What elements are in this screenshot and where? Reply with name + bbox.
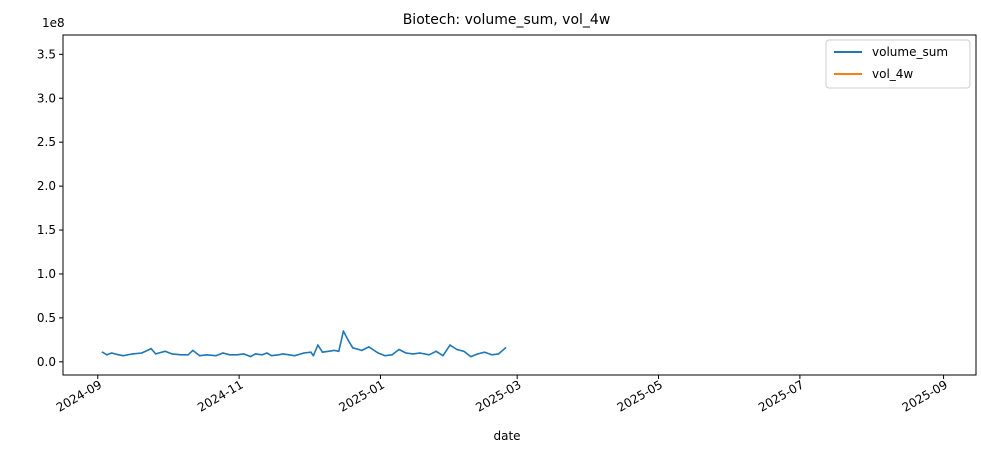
data-point-volume-sum (470, 355, 472, 358)
y-offset-label: 1e8 (42, 16, 65, 30)
data-point-volume-sum (261, 354, 264, 356)
data-point-volume-sum (187, 354, 189, 356)
data-point-volume-sum (282, 353, 284, 355)
y-tick-label: 2.0 (37, 179, 56, 193)
data-point-volume-sum (249, 355, 252, 358)
data-point-volume-sum (368, 346, 370, 348)
y-axis: 0.0 0.5 1.0 1.5 2.0 2.5 3.0 3.5 (37, 47, 63, 369)
data-point-volume-sum (483, 351, 486, 354)
data-point-volume-sum (312, 354, 315, 357)
data-point-volume-sum (333, 349, 335, 352)
data-point-volume-sum (141, 352, 143, 354)
data-point-volume-sum (477, 353, 479, 355)
data-point-volume-sum (205, 354, 208, 356)
data-point-volume-sum (497, 353, 500, 355)
data-point-volume-sum (391, 354, 393, 356)
data-point-volume-sum (347, 339, 349, 341)
data-point-volume-sum (342, 330, 345, 332)
y-tick-label: 3.0 (37, 91, 56, 105)
data-point-volume-sum (222, 352, 224, 354)
data-point-volume-sum (229, 354, 231, 356)
data-point-volume-sum (317, 344, 319, 346)
y-tick-label: 3.5 (37, 47, 56, 61)
data-point-volume-sum (412, 353, 414, 355)
data-point-volume-sum (463, 350, 465, 353)
data-point-volume-sum (384, 354, 386, 357)
data-point-volume-sum (150, 347, 152, 350)
y-tick-label: 2.5 (37, 135, 56, 149)
data-point-volume-sum (293, 354, 296, 357)
data-point-volume-sum (254, 353, 257, 355)
data-point-volume-sum (351, 347, 354, 349)
y-tick-label: 0.0 (37, 355, 56, 369)
axes-frame (62, 34, 977, 376)
data-point-volume-sum (504, 347, 507, 349)
series-line-volume-sum (102, 330, 507, 358)
data-point-volume-sum (338, 350, 340, 353)
data-point-volume-sum (405, 352, 407, 354)
data-point-volume-sum (106, 354, 108, 356)
data-point-volume-sum (101, 351, 104, 354)
x-axis-label: date (493, 429, 520, 443)
data-point-volume-sum (398, 348, 400, 351)
y-tick-label: 1.5 (37, 223, 56, 237)
data-point-volume-sum (270, 354, 273, 357)
data-point-volume-sum (242, 353, 245, 355)
data-point-volume-sum (442, 354, 444, 357)
data-point-volume-sum (449, 344, 451, 346)
y-tick-label: 0.5 (37, 311, 56, 325)
data-point-volume-sum (154, 353, 157, 355)
chart-title: Biotech: volume_sum, vol_4w (403, 12, 611, 28)
legend-label-vol-4w: vol_4w (872, 67, 913, 81)
data-point-volume-sum (377, 352, 379, 354)
data-point-volume-sum (266, 352, 268, 354)
data-point-volume-sum (192, 349, 194, 352)
legend: volume_sum vol_4w (825, 39, 971, 89)
data-point-volume-sum (117, 354, 120, 356)
data-point-volume-sum (164, 350, 166, 353)
data-point-volume-sum (419, 352, 421, 354)
data-point-volume-sum (321, 351, 324, 354)
data-point-volume-sum (303, 352, 305, 354)
data-point-volume-sum (435, 350, 437, 353)
data-point-volume-sum (110, 352, 113, 354)
data-point-volume-sum (198, 354, 201, 357)
data-point-volume-sum (456, 348, 458, 351)
data-point-volume-sum (131, 353, 134, 355)
data-point-volume-sum (490, 354, 493, 356)
data-point-volume-sum (361, 349, 363, 352)
data-point-volume-sum (277, 354, 280, 356)
legend-label-volume-sum: volume_sum (872, 45, 948, 59)
data-point-volume-sum (428, 354, 430, 356)
plot-area (101, 330, 507, 358)
data-point-volume-sum (215, 354, 217, 357)
data-point-volume-sum (180, 354, 182, 356)
data-point-volume-sum (236, 354, 238, 356)
data-point-volume-sum (171, 353, 173, 355)
y-tick-label: 1.0 (37, 267, 56, 281)
data-point-volume-sum (310, 351, 312, 354)
data-point-volume-sum (122, 354, 124, 357)
